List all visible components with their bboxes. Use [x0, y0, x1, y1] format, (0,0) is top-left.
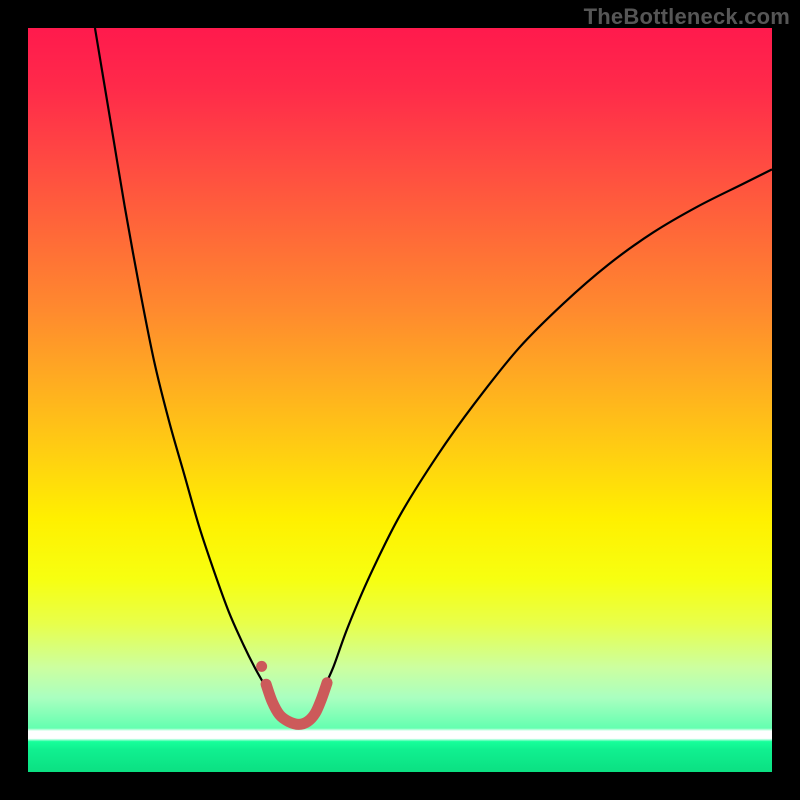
chart-svg [28, 28, 772, 772]
plot-area [28, 28, 772, 772]
chart-frame: TheBottleneck.com [0, 0, 800, 800]
marker-valley-dot-left [256, 661, 267, 672]
gradient-background [28, 28, 772, 772]
watermark-text: TheBottleneck.com [584, 4, 790, 30]
